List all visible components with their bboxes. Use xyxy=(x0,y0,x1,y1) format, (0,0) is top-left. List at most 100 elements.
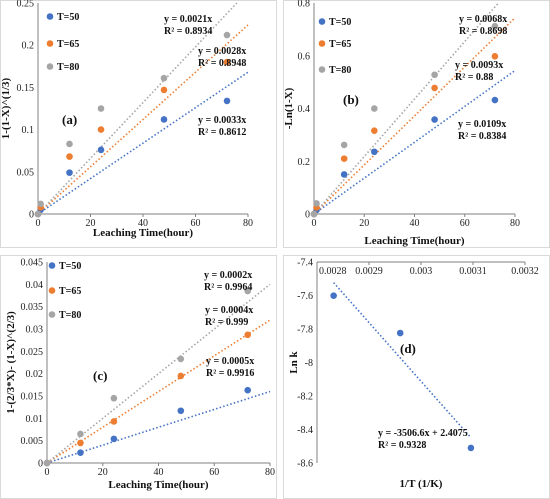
data-point xyxy=(431,71,438,79)
x-axis-title: Leaching Time(hour) xyxy=(108,479,208,491)
x-tick-label: 40 xyxy=(138,218,148,229)
y-tick-label: -8.6 xyxy=(297,459,313,470)
trend-r-squared: R² = 0.8948 xyxy=(198,58,246,69)
trend-r-squared: R² = 0.88 xyxy=(455,72,493,83)
y-tick-label: -8 xyxy=(305,358,313,369)
data-point xyxy=(491,52,499,60)
chart-panel-a: 0 20 40 60 80 0 0.05 0.1 0.15 0.2 0.25 Leaching Tim… xyxy=(0,0,277,248)
data-point xyxy=(34,210,42,218)
data-point xyxy=(97,105,105,112)
data-point xyxy=(43,459,51,467)
x-axis-title: Leaching Time(hour) xyxy=(93,227,193,239)
data-point xyxy=(244,287,251,295)
legend-marker xyxy=(46,63,54,70)
x-tick-label: 60 xyxy=(460,218,470,229)
x-tick-label: 60 xyxy=(191,218,201,229)
y-tick-label: 0.6 xyxy=(298,51,311,62)
data-point xyxy=(177,355,185,363)
data-point xyxy=(313,200,320,207)
data-point xyxy=(491,22,499,30)
y-tick-label: 0.2 xyxy=(298,157,311,168)
y-tick-label: 0.04 xyxy=(26,280,44,291)
legend-entry: T=80 xyxy=(57,62,79,73)
trend-equation: y = 0.0109x xyxy=(458,119,506,130)
trend-equation: y = 0.0033x xyxy=(198,115,246,126)
data-point xyxy=(66,153,73,160)
trendline xyxy=(333,282,472,439)
x-tick-label: 0.0029 xyxy=(355,266,383,277)
legend-entry: T=80 xyxy=(329,65,351,76)
trendline xyxy=(313,69,516,215)
trendline xyxy=(37,2,238,215)
data-point xyxy=(371,127,378,134)
data-point xyxy=(177,407,185,415)
x-tick-label: 0.0028 xyxy=(319,266,347,277)
chart-border xyxy=(0,0,277,248)
y-tick-label: -7.4 xyxy=(297,258,313,269)
x-tick-label: 0 xyxy=(36,218,41,229)
trendline xyxy=(313,17,516,215)
data-point xyxy=(160,86,168,94)
x-tick-label: 0 xyxy=(312,218,317,229)
data-point xyxy=(66,169,73,176)
data-point xyxy=(37,200,44,208)
x-tick-label: 40 xyxy=(154,467,164,478)
data-point xyxy=(396,329,404,337)
trend-r-squared: R² = 0.8612 xyxy=(198,127,246,138)
legend-marker xyxy=(48,287,56,294)
legend-entry: T=50 xyxy=(57,12,79,23)
trend-equation: y = 0.0093x xyxy=(455,60,503,71)
data-point xyxy=(330,292,337,299)
y-tick-label: 0.02 xyxy=(26,369,44,380)
y-tick-label: 0.25 xyxy=(17,0,35,10)
y-tick-label: 0.01 xyxy=(26,414,44,425)
y-tick-label: 0.045 xyxy=(21,258,44,269)
legend-marker xyxy=(318,66,326,73)
legend-entry: T=50 xyxy=(329,17,351,28)
trend-equation: y = 0.0005x xyxy=(206,356,254,367)
trend-equation: y = 0.0004x xyxy=(205,305,253,316)
data-point xyxy=(310,210,318,218)
y-tick-label: 0.15 xyxy=(17,83,35,94)
chart-panel-b: 0 20 40 60 80 0 0.2 0.4 0.6 0.8 Leaching Time(hour… xyxy=(283,0,550,248)
legend-entry: T=65 xyxy=(59,286,81,297)
y-tick-label: 0.05 xyxy=(17,167,35,178)
x-tick-label: 0.0032 xyxy=(511,266,539,277)
data-point xyxy=(340,155,348,162)
y-tick-label: 0 xyxy=(305,210,310,221)
data-point xyxy=(110,394,118,402)
trend-equation: y = 0.0068x xyxy=(459,14,507,25)
data-point xyxy=(431,116,438,123)
trendline xyxy=(37,24,249,215)
trend-r-squared: R² = 0.8934 xyxy=(164,26,212,37)
trendline xyxy=(313,2,500,215)
y-axis-title: 1-(2/3*X)- (1-X)^(2/3) xyxy=(5,311,17,414)
y-axis-title: 1-(1-X)^(1/3) xyxy=(0,77,12,139)
x-tick-label: 20 xyxy=(359,218,369,229)
x-tick-label: 0 xyxy=(45,467,50,478)
y-tick-label: 0.1 xyxy=(22,125,35,136)
data-point xyxy=(340,171,348,178)
x-tick-label: 60 xyxy=(209,467,219,478)
trend-r-squared: R² = 0.9916 xyxy=(206,368,254,379)
x-axis-title: 1/T (1/K) xyxy=(400,478,443,490)
trend-equation: y = 0.0021x xyxy=(164,14,212,25)
data-point xyxy=(110,435,118,443)
data-point xyxy=(77,430,84,438)
x-tick-label: 0.003 xyxy=(410,266,433,277)
y-tick-label: -7.6 xyxy=(297,291,313,302)
y-tick-label: 0.8 xyxy=(298,0,311,10)
y-tick-label: -7.8 xyxy=(297,325,313,336)
trendline xyxy=(46,283,271,464)
data-point xyxy=(97,146,105,154)
data-point xyxy=(371,105,378,112)
data-point xyxy=(110,418,118,425)
y-axis-title: -Ln(1-X) xyxy=(283,87,295,129)
y-tick-label: 0.025 xyxy=(21,347,44,358)
y-tick-label: 0.4 xyxy=(298,104,311,115)
y-tick-label: 0.035 xyxy=(21,302,44,313)
legend-entry: T=50 xyxy=(59,261,81,272)
legend-entry: T=80 xyxy=(59,310,81,321)
legend-marker xyxy=(46,40,54,47)
